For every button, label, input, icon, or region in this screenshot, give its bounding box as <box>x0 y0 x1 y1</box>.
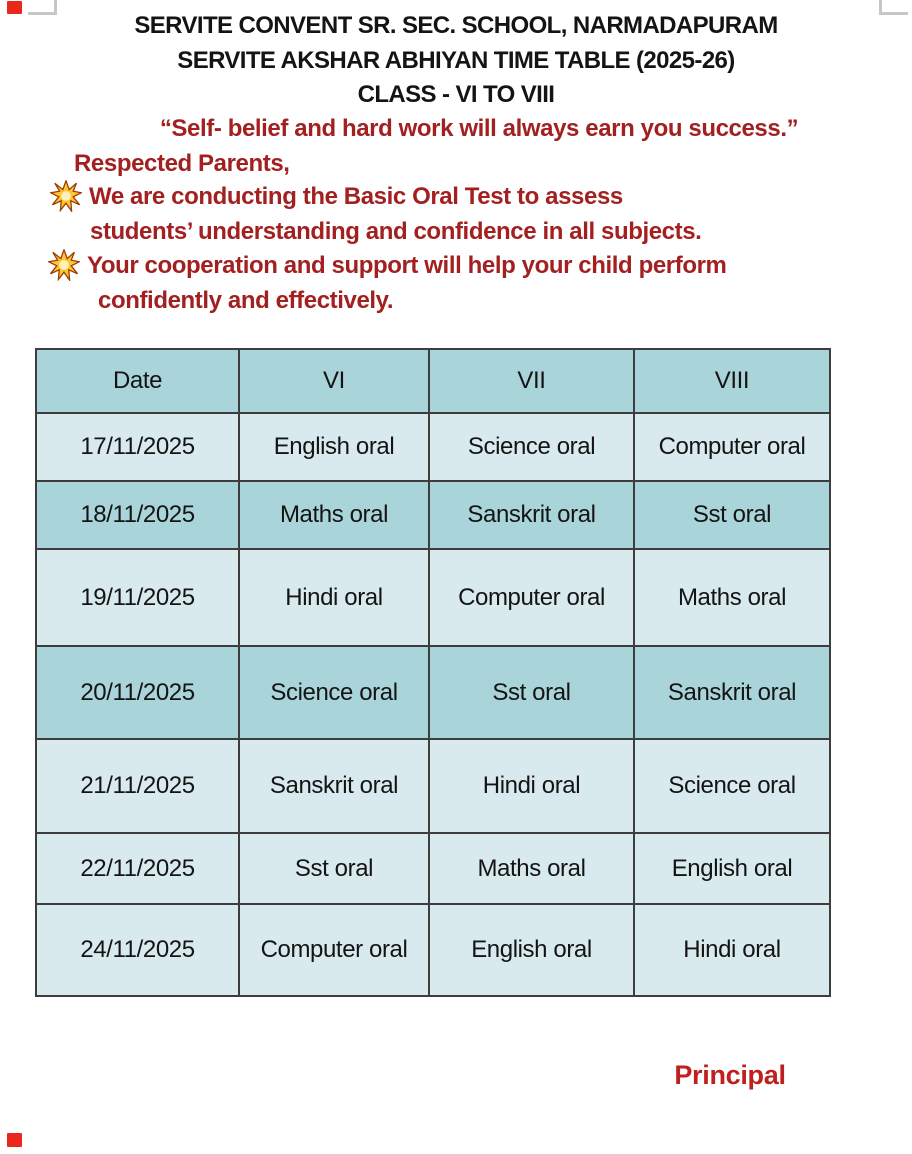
table-row: 17/11/2025 English oral Science oral Com… <box>35 412 831 482</box>
salutation: Respected Parents, <box>74 150 290 177</box>
notice-bullet-2-cont: confidently and effectively. <box>98 287 394 314</box>
cell-vii: Science oral <box>428 412 635 482</box>
table-row: 22/11/2025 Sst oral Maths oral English o… <box>35 832 831 905</box>
cell-vi: English oral <box>238 412 430 482</box>
timetable-title: SERVITE AKSHAR ABHIYAN TIME TABLE (2025-… <box>177 47 735 74</box>
col-header-date: Date <box>35 348 240 414</box>
cell-vi: Science oral <box>238 645 430 740</box>
table-row: 19/11/2025 Hindi oral Computer oral Math… <box>35 548 831 647</box>
red-marker-bottom-left-icon <box>7 1133 22 1147</box>
notice-bullet-2: Your cooperation and support will help y… <box>46 247 727 283</box>
cell-vii: Maths oral <box>428 832 635 905</box>
table-row: 24/11/2025 Computer oral English oral Hi… <box>35 903 831 997</box>
cell-date: 17/11/2025 <box>35 412 240 482</box>
cell-vii: English oral <box>428 903 635 997</box>
table-row: 21/11/2025 Sanskrit oral Hindi oral Scie… <box>35 738 831 834</box>
cell-vi: Hindi oral <box>238 548 430 647</box>
cell-date: 19/11/2025 <box>35 548 240 647</box>
notice-bullet-1: We are conducting the Basic Oral Test to… <box>48 178 623 214</box>
class-range: CLASS - VI TO VIII <box>357 81 555 108</box>
cell-date: 21/11/2025 <box>35 738 240 834</box>
cell-vi: Computer oral <box>238 903 430 997</box>
cell-viii: English oral <box>633 832 831 905</box>
red-marker-top-left-icon <box>7 1 22 14</box>
notice-bullet-2-text: Your cooperation and support will help y… <box>87 252 727 279</box>
cell-viii: Sanskrit oral <box>633 645 831 740</box>
cell-date: 22/11/2025 <box>35 832 240 905</box>
cell-viii: Maths oral <box>633 548 831 647</box>
cell-vii: Sanskrit oral <box>428 480 635 550</box>
col-header-viii: VIII <box>633 348 831 414</box>
cell-vii: Sst oral <box>428 645 635 740</box>
col-header-vii: VII <box>428 348 635 414</box>
timetable: Date VI VII VIII 17/11/2025 English oral… <box>35 348 831 997</box>
table-header-row: Date VI VII VIII <box>35 348 831 414</box>
cell-viii: Computer oral <box>633 412 831 482</box>
notice-bullet-1-cont: students’ understanding and confidence i… <box>90 218 702 245</box>
notice-bullet-1-text: We are conducting the Basic Oral Test to… <box>89 183 623 210</box>
cell-vi: Sanskrit oral <box>238 738 430 834</box>
motivational-quote: “Self- belief and hard work will always … <box>159 115 799 142</box>
table-row: 18/11/2025 Maths oral Sanskrit oral Sst … <box>35 480 831 550</box>
cell-vi: Maths oral <box>238 480 430 550</box>
cell-date: 20/11/2025 <box>35 645 240 740</box>
cell-vii: Hindi oral <box>428 738 635 834</box>
crop-bracket-top-right-icon <box>879 0 908 15</box>
collision-icon <box>46 247 82 283</box>
table-row: 20/11/2025 Science oral Sst oral Sanskri… <box>35 645 831 740</box>
cell-vi: Sst oral <box>238 832 430 905</box>
cell-viii: Sst oral <box>633 480 831 550</box>
crop-bracket-top-left-icon <box>28 0 57 15</box>
collision-icon <box>48 178 84 214</box>
cell-viii: Hindi oral <box>633 903 831 997</box>
cell-vii: Computer oral <box>428 548 635 647</box>
cell-date: 18/11/2025 <box>35 480 240 550</box>
cell-date: 24/11/2025 <box>35 903 240 997</box>
school-name: SERVITE CONVENT SR. SEC. SCHOOL, NARMADA… <box>134 12 778 39</box>
principal-signature: Principal <box>674 1060 786 1090</box>
col-header-vi: VI <box>238 348 430 414</box>
cell-viii: Science oral <box>633 738 831 834</box>
